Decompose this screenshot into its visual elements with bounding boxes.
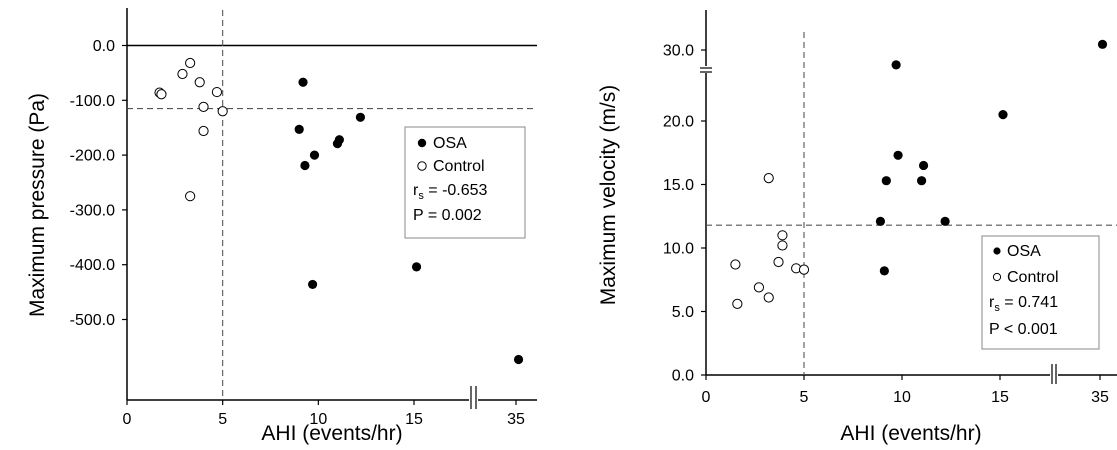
legend-control-marker (417, 161, 427, 171)
legend-osa-label: OSA (1007, 243, 1041, 260)
osa-point (513, 354, 524, 365)
control-point (217, 106, 228, 117)
control-point (198, 125, 209, 137)
y-tick-label: -200.0 (70, 148, 115, 165)
legend-osa-marker (993, 247, 1001, 255)
y-tick-label: 20.0 (663, 114, 694, 131)
osa-point (307, 279, 318, 290)
x-axis-break (469, 386, 478, 412)
control-point (198, 101, 209, 112)
control-point (798, 264, 810, 275)
control-point (763, 292, 774, 303)
osa-point (917, 176, 927, 186)
control-point (753, 282, 765, 293)
legend: OSA Control rs = 0.741 P < 0.001 (981, 235, 1100, 350)
y-tick-label: 0.0 (93, 38, 115, 55)
y-tick-label: -300.0 (70, 202, 115, 219)
velocity-chart: 0.0 5.0 10.0 15.0 20.0 30.0 0 5 10 15 35 AHI (even… (597, 10, 1117, 445)
control-point (773, 256, 784, 268)
legend-control-label: Control (1007, 269, 1059, 286)
legend-box (981, 235, 1100, 350)
pressure-chart: 0.0 -100.0 -200.0 -300.0 -400.0 -500.0 0 5 10 15 3… (26, 8, 537, 445)
control-point (211, 86, 223, 98)
x-tick-label: 15 (991, 389, 1009, 406)
y-tick-label: 5.0 (672, 304, 694, 321)
legend-correlation: rs = -0.653 (413, 182, 488, 202)
legend-osa-label: OSA (433, 135, 467, 152)
osa-point (355, 112, 366, 122)
x-tick-label: 0 (702, 389, 711, 406)
x-tick-label: 10 (309, 411, 327, 428)
y-tick-label: 10.0 (663, 241, 694, 258)
osa-point (1097, 39, 1108, 49)
control-point (732, 298, 743, 309)
osa-point (298, 77, 308, 87)
legend-p-value: P < 0.001 (989, 321, 1058, 338)
legend-control-label: Control (433, 158, 485, 175)
control-point (194, 77, 205, 88)
x-tick-label: 0 (123, 411, 132, 428)
control-point (156, 89, 167, 100)
osa-point (334, 135, 344, 145)
y-tick-label: -100.0 (70, 93, 115, 110)
y-tick-label: 30.0 (663, 43, 694, 60)
x-tick-label: 10 (893, 389, 911, 406)
x-tick-label: 15 (405, 411, 423, 428)
osa-point (309, 150, 320, 160)
control-point (777, 240, 788, 251)
y-axis-break (697, 66, 715, 73)
legend: OSA Control rs = -0.653 P = 0.002 (404, 126, 526, 239)
x-tick-label: 5 (218, 411, 227, 428)
x-axis-title: AHI (events/hr) (840, 422, 981, 445)
osa-point (300, 160, 310, 171)
osa-point (918, 160, 929, 171)
osa-point (940, 216, 950, 226)
x-axis-break (1050, 364, 1058, 386)
y-axis-title: Maximum pressure (Pa) (26, 93, 49, 317)
y-axis-title: Maximum velocity (m/s) (597, 85, 620, 306)
legend-p-value: P = 0.002 (413, 207, 482, 224)
osa-point (411, 262, 422, 272)
x-tick-label: 35 (507, 411, 525, 428)
control-point (185, 57, 196, 69)
y-tick-label: -400.0 (70, 257, 115, 274)
legend-control-marker (992, 272, 1002, 282)
y-tick-label: 0.0 (672, 368, 694, 385)
control-point (177, 68, 188, 80)
osa-point (891, 60, 901, 70)
control-point (185, 191, 196, 202)
osa-point (881, 176, 891, 186)
legend-correlation: rs = 0.741 (989, 294, 1058, 314)
x-tick-label: 35 (1091, 389, 1109, 406)
y-tick-label: -500.0 (70, 312, 115, 329)
osa-point (879, 266, 889, 276)
control-point (763, 173, 774, 184)
osa-point (893, 150, 903, 160)
x-axis-title: AHI (events/hr) (261, 422, 402, 445)
osa-point (875, 216, 886, 226)
legend-osa-marker (417, 138, 427, 148)
control-point (777, 230, 788, 241)
y-tick-label: 15.0 (663, 177, 694, 194)
osa-point (294, 124, 304, 134)
x-tick-label: 5 (800, 389, 809, 406)
osa-point (998, 110, 1008, 120)
control-point (730, 259, 741, 270)
